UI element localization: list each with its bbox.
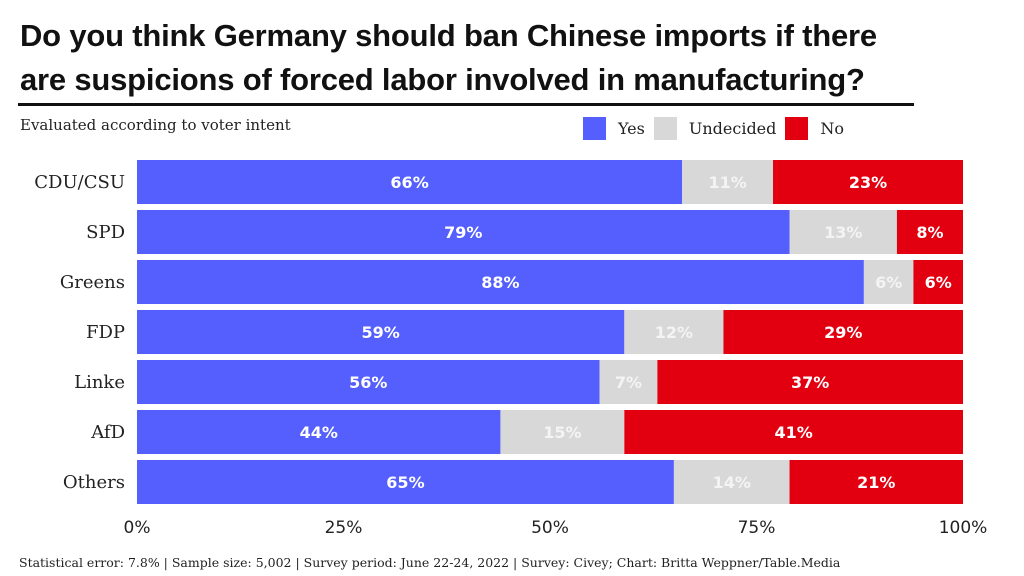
data-label-undecided: 11% <box>708 173 746 192</box>
bar-row-linke: Linke 56% 7% 37% <box>74 360 963 404</box>
data-label-no: 8% <box>916 223 943 242</box>
category-label: FDP <box>86 322 125 343</box>
data-label-yes: 59% <box>362 323 400 342</box>
data-label-no: 21% <box>857 473 895 492</box>
x-tick-label: 50% <box>531 518 569 538</box>
bar-segment-yes <box>137 160 683 204</box>
data-label-no: 23% <box>849 173 887 192</box>
data-label-undecided: 6% <box>875 273 902 292</box>
bar-segment-yes <box>137 260 864 304</box>
data-label-no: 37% <box>791 373 829 392</box>
legend-label-undecided: Undecided <box>688 119 777 138</box>
data-label-yes: 79% <box>444 223 482 242</box>
data-label-yes: 44% <box>300 423 338 442</box>
chart-title: Do you think Germany should ban Chinese … <box>20 18 877 97</box>
legend-label-no: No <box>820 119 845 138</box>
category-label: CDU/CSU <box>34 172 125 193</box>
legend-swatch-no <box>785 117 809 140</box>
bar-segment-yes <box>137 410 501 454</box>
data-label-undecided: 7% <box>615 373 642 392</box>
legend-item-yes: Yes <box>583 117 645 140</box>
bar-segment-no <box>913 260 963 304</box>
data-label-no: 6% <box>925 273 952 292</box>
category-label: Others <box>63 472 125 493</box>
bar-segment-no <box>773 160 963 204</box>
bar-row-cdu-csu: CDU/CSU 66% 11% 23% <box>34 160 963 204</box>
bar-row-spd: SPD 79% 13% 8% <box>86 210 963 254</box>
x-tick-label: 100% <box>939 518 988 538</box>
data-label-undecided: 15% <box>543 423 581 442</box>
legend-item-no: No <box>785 117 844 140</box>
data-label-undecided: 12% <box>655 323 693 342</box>
bar-segment-undecided <box>500 410 625 454</box>
data-label-yes: 88% <box>481 273 519 292</box>
bar-row-others: Others 65% 14% 21% <box>63 460 963 504</box>
bar-segment-no <box>657 360 963 404</box>
data-label-yes: 66% <box>390 173 428 192</box>
bar-segment-undecided <box>673 460 790 504</box>
category-label: AfD <box>90 422 125 443</box>
bar-segment-undecided <box>789 210 897 254</box>
legend-label-yes: Yes <box>618 119 645 138</box>
legend-item-undecided: Undecided <box>653 117 777 140</box>
data-label-yes: 56% <box>349 373 387 392</box>
data-label-no: 41% <box>775 423 813 442</box>
chart-subtitle: Evaluated according to voter intent <box>20 116 291 134</box>
legend: Yes Undecided No <box>583 117 853 140</box>
category-label: SPD <box>86 222 125 243</box>
bar-segment-no <box>723 310 963 354</box>
chart-footer-source: Statistical error: 7.8% | Sample size: 5… <box>19 555 841 570</box>
bar-segment-undecided <box>682 160 774 204</box>
category-label: Linke <box>74 372 125 393</box>
title-underline <box>18 103 914 106</box>
bar-segment-yes <box>137 310 625 354</box>
bar-row-fdp: FDP 59% 12% 29% <box>86 310 963 354</box>
bar-segment-yes <box>137 210 790 254</box>
bar-row-greens: Greens 88% 6% 6% <box>60 260 963 304</box>
bar-segment-yes <box>137 460 674 504</box>
bar-segment-yes <box>137 360 600 404</box>
category-label: Greens <box>60 272 125 293</box>
x-tick-label: 0% <box>124 518 151 538</box>
bar-segment-no <box>789 460 963 504</box>
data-label-no: 29% <box>824 323 862 342</box>
data-label-yes: 65% <box>386 473 424 492</box>
bar-segment-undecided <box>624 310 724 354</box>
x-tick-label: 25% <box>325 518 363 538</box>
data-label-undecided: 13% <box>824 223 862 242</box>
bar-segment-undecided <box>599 360 658 404</box>
x-tick-label: 75% <box>738 518 776 538</box>
bar-segment-no <box>624 410 963 454</box>
bar-segment-no <box>896 210 963 254</box>
data-label-undecided: 14% <box>713 473 751 492</box>
legend-swatch-undecided <box>653 117 677 140</box>
bar-row-afd: AfD 44% 15% 41% <box>90 410 963 454</box>
legend-swatch-yes <box>583 117 606 140</box>
bar-segment-undecided <box>863 260 914 304</box>
